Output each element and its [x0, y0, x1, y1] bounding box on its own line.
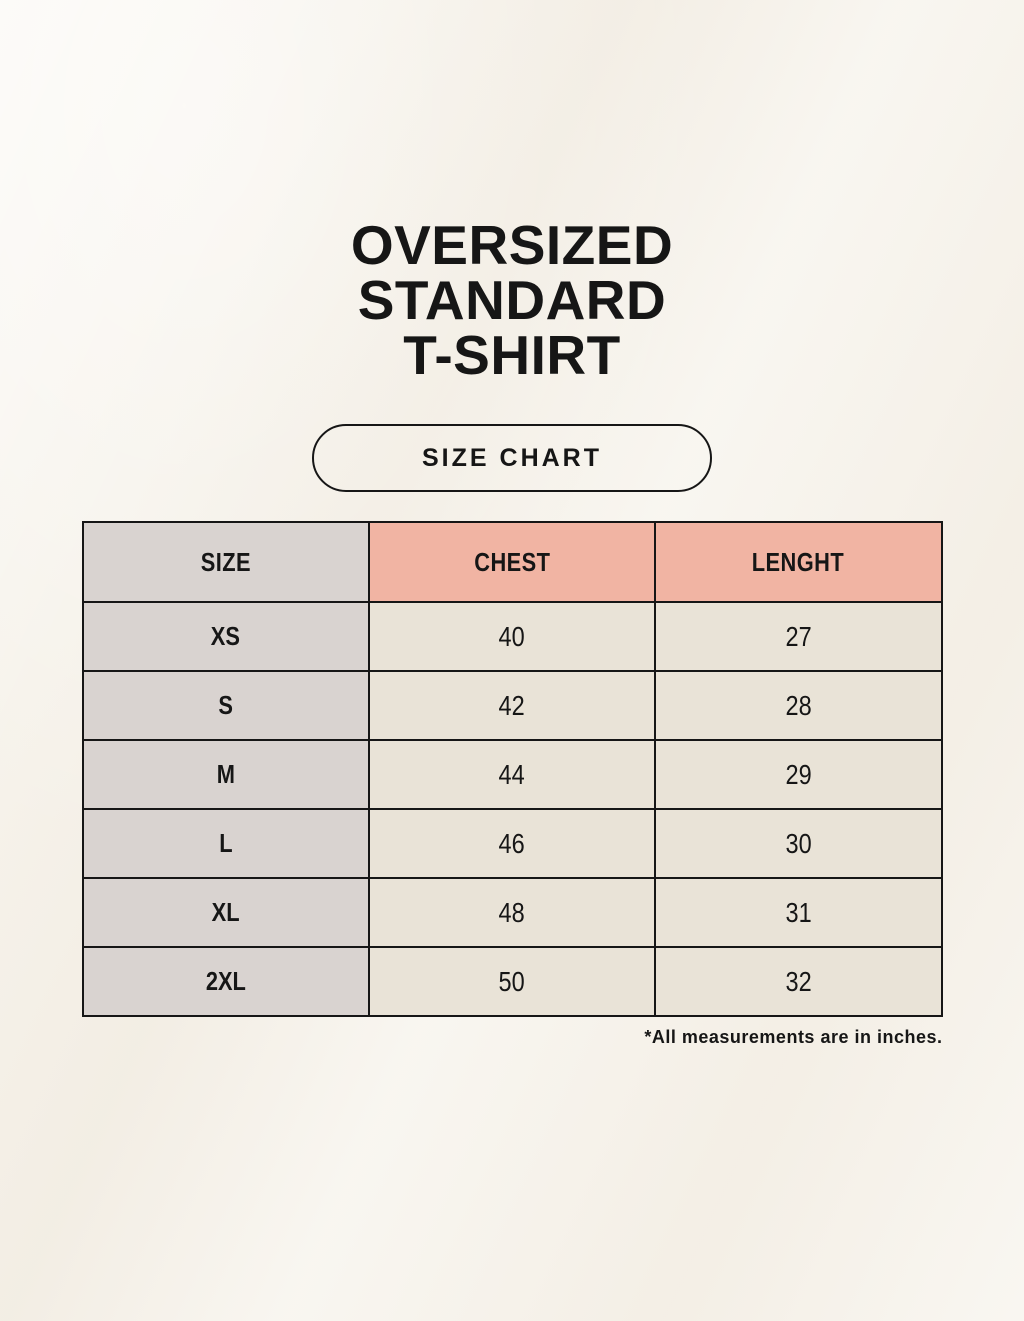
column-header-lenght-label: LENGHT	[752, 546, 845, 577]
table-row-m: M 44 29	[81, 739, 943, 810]
table-row-xs: XS 40 27	[81, 601, 943, 672]
size-label: XL	[211, 897, 240, 927]
title-line-3: T-SHIRT	[403, 324, 621, 386]
chest-value: 44	[498, 758, 526, 790]
title-line-1: OVERSIZED	[350, 214, 674, 276]
column-header-chest: CHEST	[367, 521, 657, 603]
table-row-l: L 46 30	[81, 808, 943, 879]
length-value-cell: 29	[654, 739, 943, 810]
chest-value: 50	[498, 965, 526, 997]
size-chart-badge-label: SIZE CHART	[422, 443, 602, 472]
size-label-cell: L	[81, 808, 370, 879]
size-table: SIZE CHEST LENGHT XS 40 27 S 42 28 M	[81, 521, 943, 1017]
length-value-cell: 30	[654, 808, 943, 879]
size-label: 2XL	[205, 966, 246, 996]
table-row-2xl: 2XL 50 32	[81, 946, 943, 1017]
length-value: 29	[785, 758, 812, 790]
size-label-cell: S	[81, 670, 370, 741]
chest-value-cell: 40	[367, 601, 657, 672]
chest-value: 40	[498, 620, 526, 652]
chest-value-cell: 50	[367, 946, 657, 1017]
length-value-cell: 28	[654, 670, 943, 741]
size-chart-badge[interactable]: SIZE CHART	[312, 424, 712, 492]
size-label-cell: XS	[81, 601, 370, 672]
table-row-xl: XL 48 31	[81, 877, 943, 948]
chest-value-cell: 48	[367, 877, 657, 948]
page-title: OVERSIZED STANDARD T-SHIRT	[0, 0, 1024, 383]
size-label: S	[218, 690, 233, 720]
length-value: 30	[785, 827, 812, 859]
size-label-cell: XL	[81, 877, 370, 948]
table-header-row: SIZE CHEST LENGHT	[81, 521, 943, 603]
column-header-size: SIZE	[81, 521, 370, 603]
chest-value: 48	[498, 896, 526, 928]
chest-value-cell: 42	[367, 670, 657, 741]
length-value: 27	[785, 620, 812, 652]
chest-value: 46	[498, 827, 526, 859]
chest-value: 42	[498, 689, 526, 721]
chest-value-cell: 44	[367, 739, 657, 810]
length-value-cell: 32	[654, 946, 943, 1017]
chest-value-cell: 46	[367, 808, 657, 879]
column-header-chest-label: CHEST	[473, 546, 551, 577]
size-table-container: SIZE CHEST LENGHT XS 40 27 S 42 28 M	[81, 521, 943, 1048]
column-header-size-label: SIZE	[200, 546, 251, 577]
length-value: 32	[785, 965, 812, 997]
table-row-s: S 42 28	[81, 670, 943, 741]
length-value-cell: 27	[654, 601, 943, 672]
title-line-2: STANDARD	[357, 269, 667, 331]
length-value-cell: 31	[654, 877, 943, 948]
length-value: 31	[785, 896, 812, 928]
column-header-lenght: LENGHT	[654, 521, 943, 603]
size-label: L	[218, 828, 233, 858]
size-label-cell: M	[81, 739, 370, 810]
size-label-cell: 2XL	[81, 946, 370, 1017]
size-label: M	[216, 759, 235, 789]
length-value: 28	[785, 689, 812, 721]
measurements-footnote: *All measurements are in inches.	[644, 1027, 943, 1047]
size-label: XS	[211, 621, 241, 651]
